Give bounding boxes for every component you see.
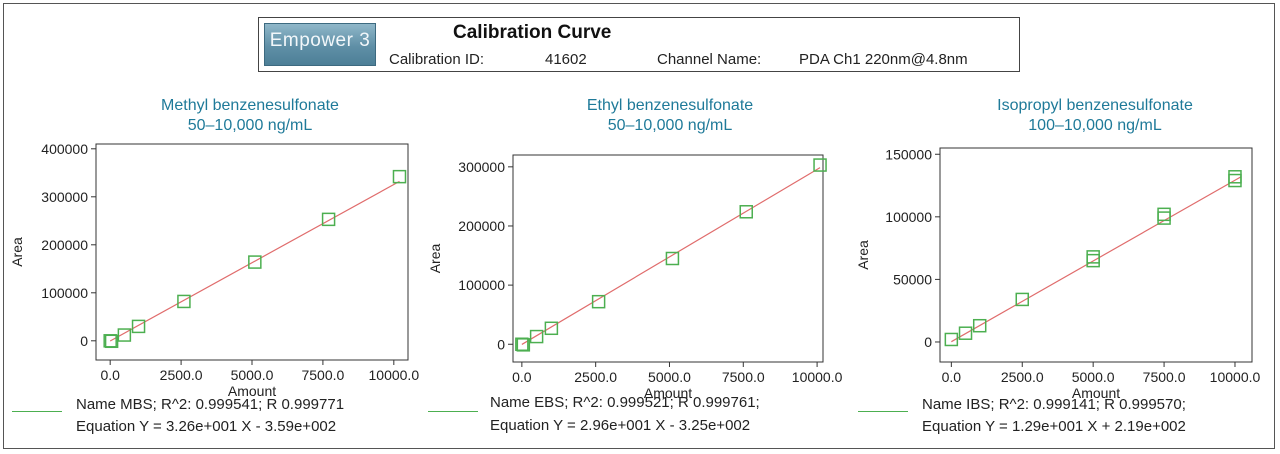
y-axis-label: Area	[427, 244, 443, 274]
chart-title: Isopropyl benzenesulfonate	[997, 97, 1193, 114]
y-tick-label: 300000	[458, 159, 505, 175]
fit-line	[110, 181, 399, 341]
y-tick-label: 0	[80, 333, 88, 349]
y-axis-label: Area	[9, 237, 25, 267]
x-tick-label: 5000.0	[231, 367, 274, 383]
plot-area	[96, 144, 408, 360]
y-tick-label: 100000	[885, 209, 932, 225]
x-tick-label: 2500.0	[1001, 369, 1044, 385]
x-tick-label: 5000.0	[648, 369, 691, 385]
x-tick-label: 0.0	[512, 369, 532, 385]
data-point	[323, 213, 335, 225]
legend-line-ibs	[858, 411, 908, 412]
fit-line	[522, 168, 820, 345]
data-point	[178, 295, 190, 307]
y-tick-label: 0	[924, 334, 932, 350]
x-tick-label: 7500.0	[301, 367, 344, 383]
legend-ebs-line2: Equation Y = 2.96e+001 X - 3.25e+002	[490, 417, 750, 434]
y-tick-label: 150000	[885, 146, 932, 162]
x-tick-label: 10000.0	[1210, 369, 1261, 385]
y-axis-label: Area	[855, 240, 871, 270]
y-tick-label: 0	[497, 336, 505, 352]
chart-title: Ethyl benzenesulfonate	[587, 97, 753, 114]
x-tick-label: 2500.0	[160, 367, 203, 383]
legend-ebs-line1: Name EBS; R^2: 0.999521; R 0.999761;	[490, 394, 760, 411]
data-point	[814, 159, 826, 171]
fit-line	[951, 177, 1240, 342]
legend-mbs-line1: Name MBS; R^2: 0.999541; R 0.999771	[76, 396, 344, 413]
y-tick-label: 200000	[458, 218, 505, 234]
x-tick-label: 7500.0	[1143, 369, 1186, 385]
x-tick-label: 2500.0	[574, 369, 617, 385]
y-tick-label: 400000	[41, 141, 88, 157]
data-point	[1229, 171, 1241, 183]
chart-subtitle: 100–10,000 ng/mL	[1028, 117, 1162, 134]
x-tick-label: 10000.0	[369, 367, 420, 383]
y-tick-label: 100000	[458, 277, 505, 293]
plot-area	[513, 155, 823, 362]
data-point	[249, 256, 261, 268]
x-tick-label: 0.0	[942, 369, 962, 385]
legend-line-mbs	[12, 411, 62, 412]
data-point	[666, 253, 678, 265]
legend-ibs-line2: Equation Y = 1.29e+001 X + 2.19e+002	[922, 418, 1186, 435]
data-point	[393, 171, 405, 183]
chart-subtitle: 50–10,000 ng/mL	[608, 117, 733, 134]
x-tick-label: 7500.0	[722, 369, 765, 385]
chart-title: Methyl benzenesulfonate	[161, 97, 339, 114]
data-point	[531, 331, 543, 343]
legend-ibs-line1: Name IBS; R^2: 0.999141; R 0.999570;	[922, 396, 1186, 413]
legend-line-ebs	[428, 411, 478, 412]
x-tick-label: 0.0	[100, 367, 120, 383]
x-tick-label: 5000.0	[1072, 369, 1115, 385]
y-tick-label: 200000	[41, 237, 88, 253]
y-tick-label: 300000	[41, 189, 88, 205]
chart-subtitle: 50–10,000 ng/mL	[188, 117, 313, 134]
legend-mbs-line2: Equation Y = 3.26e+001 X - 3.59e+002	[76, 418, 336, 435]
y-tick-label: 50000	[893, 271, 932, 287]
x-tick-label: 10000.0	[792, 369, 843, 385]
y-tick-label: 100000	[41, 285, 88, 301]
data-point	[133, 320, 145, 332]
